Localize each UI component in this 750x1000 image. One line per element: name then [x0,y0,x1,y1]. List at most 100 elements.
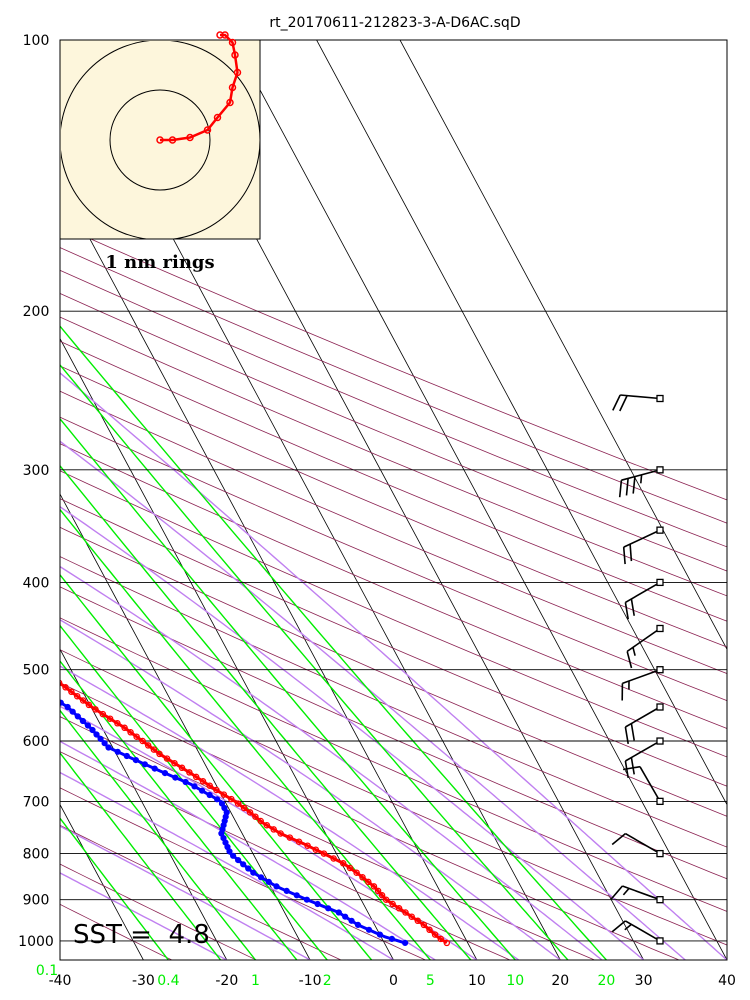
dewpoint-point [214,796,221,803]
wind-barb [626,624,664,669]
isotherm-line [60,337,394,960]
temperature-point [163,755,171,762]
temperature-point [85,701,93,709]
dewpoint-point [64,703,71,711]
moist-adiabat-line [60,740,436,960]
dewpoint-point [230,852,237,859]
wind-barb-feather [630,757,635,775]
temperature-point [60,679,63,687]
hodograph-point [186,133,194,142]
temperature-point [213,786,220,794]
dry-adiabat-line [60,292,727,572]
mixing-ratio-tick-label: 5 [426,973,435,989]
temperature-point [374,887,382,895]
temperature-point [277,830,284,837]
wind-barb-feather [625,478,629,496]
hodograph-point [203,126,212,134]
dewpoint-point [402,939,409,947]
dewpoint-point [199,787,206,794]
dewpoint-point [293,892,300,899]
hodograph-point [228,83,237,92]
dry-adiabat-line [60,716,595,960]
dewpoint-point [245,865,252,872]
wind-barb [624,737,664,779]
wind-barb-station [656,703,664,711]
mixing-ratio-tick-label: 0.4 [157,973,179,989]
mixing-ratio-line [60,464,472,960]
dry-adiabat-line [60,247,727,524]
wind-barb-staff [639,766,661,802]
temperature-point [178,764,186,772]
wind-barb [612,394,664,412]
wind-barb-half-feather [624,923,632,931]
temperature-point [257,817,264,825]
temperature-point [420,921,428,929]
isotherm-line [60,803,144,960]
pressure-axis-labels: 100 200 300 400 500 600 700 800 900 1000 [18,33,54,950]
wind-barb-station [656,896,664,904]
dewpoint-point [74,713,81,720]
wind-barb-station [656,394,664,403]
wind-barb-station [656,526,664,534]
temperature-point [199,778,207,785]
hodograph-ring [109,89,211,191]
temperature-point [79,697,87,704]
wind-barb-feather [611,832,626,846]
temperature-point [106,715,114,722]
hodograph-point [233,68,242,77]
temperature-point [339,860,347,867]
dewpoint-point [273,883,280,890]
dry-adiabat-line [60,365,727,648]
temperature-point [378,892,386,899]
hodograph-rings [61,41,260,239]
dewpoint-point [51,696,56,701]
temperature-axis-labels: -40 -30 -20 -10 0 10 20 30 40 [49,973,736,989]
dewpoint-point [283,887,290,895]
isotherm-line [60,648,228,960]
wind-barb-feather [610,885,624,900]
temperature-point [346,864,354,872]
wind-barb-station [656,666,664,674]
dewpoint-point [38,687,43,692]
wind-barb-feather [618,480,623,498]
temperature-point [114,720,121,727]
hodograph-point [213,113,222,122]
wind-barb-half-feather [640,474,643,484]
dewpoint-point [84,722,92,729]
dewpoint-point [388,935,395,943]
hodograph-caption: 1 nm rings [105,252,214,273]
temperature-point [220,791,228,798]
wind-barb-staff [624,832,661,855]
temperature-point [395,905,403,912]
dewpoint-point [218,800,226,807]
wind-barb [610,885,664,904]
dry-adiabat-line [60,751,511,960]
wind-barb-station [656,797,664,806]
wind-barb [611,832,664,858]
dewpoint-point [79,717,87,725]
temperature-point [426,926,433,934]
dry-adiabat-line [60,224,727,501]
wind-barb-staff [624,581,661,604]
temperature-point [382,896,390,903]
hodograph-point [226,98,234,107]
temperature-point [186,769,193,776]
temperature-tick-label: -40 [49,973,72,989]
temperature-point [359,874,366,881]
pressure-tick-label: 1000 [18,934,54,950]
mixing-ratio-line [60,709,257,960]
wind-barb-staff [626,627,661,653]
dry-adiabat-line [60,470,727,758]
wind-barb-feather [622,765,641,771]
dewpoint-point [191,783,198,790]
hodograph-point [231,51,239,59]
wind-barb-station [656,937,664,945]
wind-barb-feather [630,723,635,741]
temperature-point [144,742,152,749]
dewpoint-point [172,774,179,781]
hodograph-point [221,31,229,39]
mixing-ratio-line [60,417,516,960]
dewpoint-point [26,678,31,683]
wind-barb-staff [622,885,661,901]
